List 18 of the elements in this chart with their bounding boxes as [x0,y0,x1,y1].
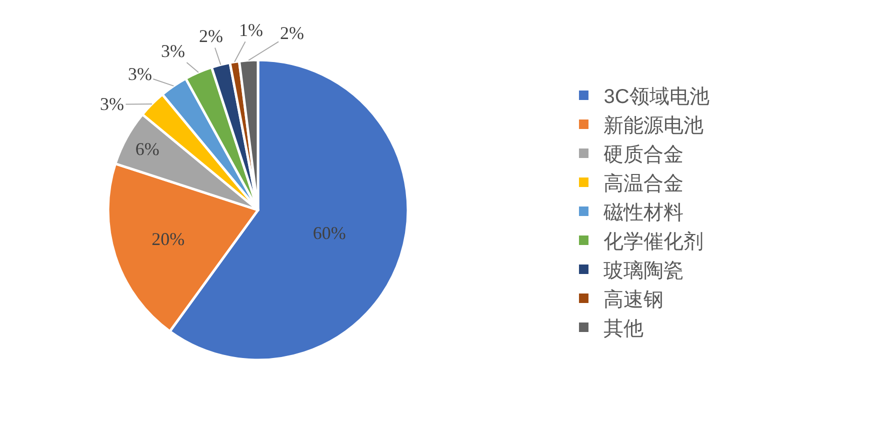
legend-label: 化学催化剂 [604,230,704,253]
data-label: 60% [312,223,346,244]
data-label: 2% [199,26,223,46]
data-label: 3% [128,64,152,84]
legend-label: 3C领域电池 [604,86,710,108]
data-label: 2% [280,23,304,43]
legend-label: 高温合金 [604,172,684,195]
legend-label: 其他 [604,318,644,340]
legend-label: 磁性材料 [602,202,684,224]
legend-label: 新能源电池 [604,114,704,137]
legend-label: 玻璃陶瓷 [604,260,684,282]
data-label: 3% [100,94,124,114]
legend-label: 高速钢 [604,288,664,311]
data-label: 20% [152,229,185,250]
data-label: 6% [135,139,160,160]
data-label: 3% [161,41,185,61]
legend-label: 硬质合金 [604,144,684,166]
data-label: 1% [239,20,263,40]
